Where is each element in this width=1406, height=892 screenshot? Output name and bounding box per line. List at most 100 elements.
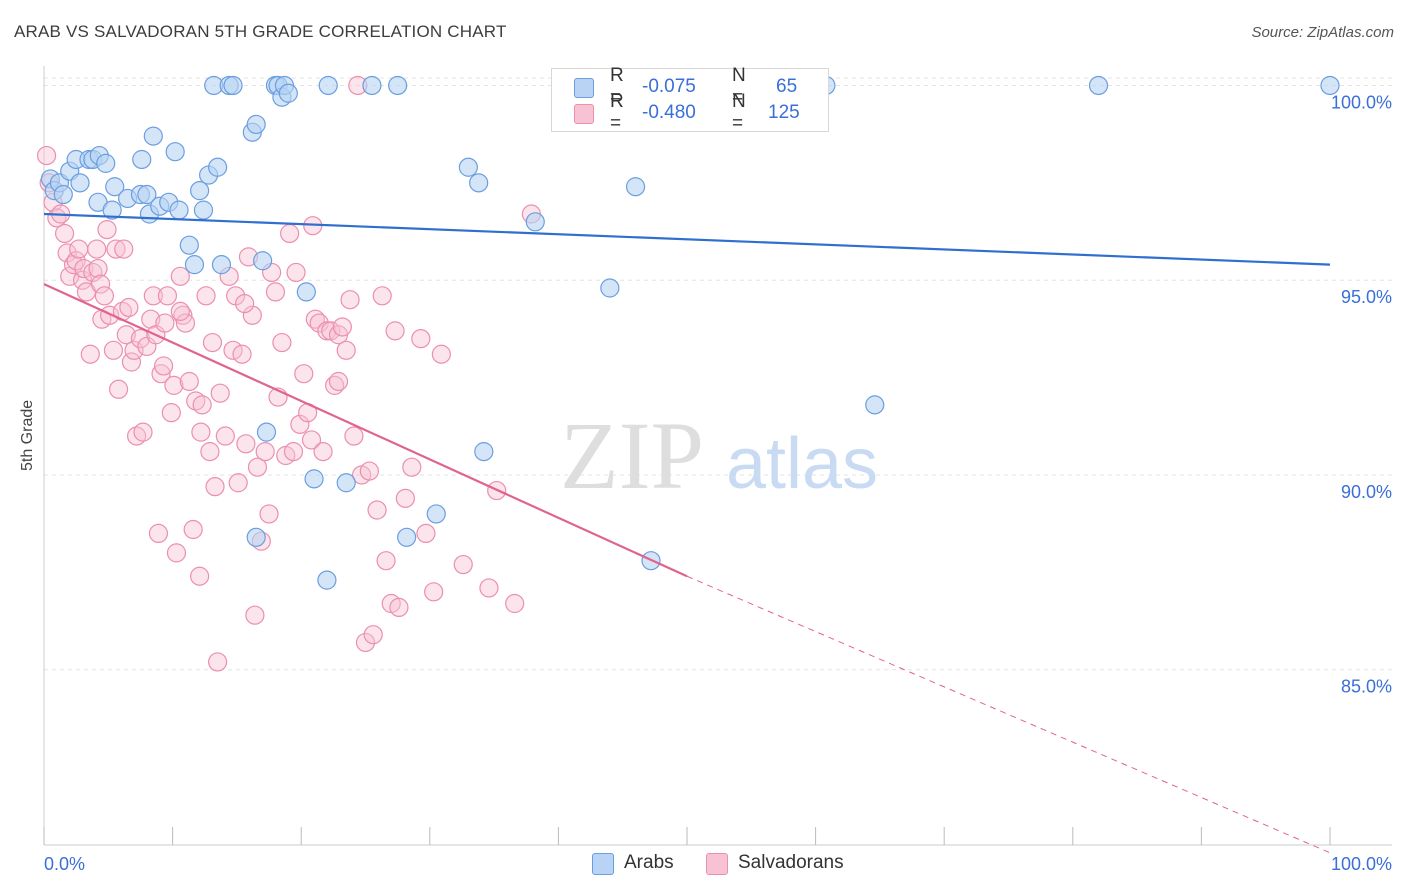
salvadorans-swatch bbox=[574, 104, 594, 124]
salvadoran-point bbox=[272, 332, 292, 353]
salvadoran-point bbox=[116, 325, 136, 345]
arab-point bbox=[304, 469, 324, 489]
arab-point bbox=[179, 235, 199, 255]
salvadoran-point bbox=[36, 145, 57, 166]
salvadoran-point bbox=[157, 286, 178, 306]
gridlines bbox=[44, 77, 1392, 671]
salvadoran-point bbox=[424, 582, 444, 602]
chart-source: Source: ZipAtlas.com bbox=[1251, 24, 1394, 41]
arab-point bbox=[469, 173, 489, 193]
salvadoran-point bbox=[170, 266, 190, 286]
salvadoran-point bbox=[133, 422, 153, 442]
bottom-legend-salvadorans-swatch bbox=[706, 853, 728, 875]
salvadoran-point bbox=[402, 457, 422, 477]
legend-n-label: N = bbox=[732, 65, 746, 108]
salvadoran-point bbox=[259, 504, 279, 524]
salvadoran-point bbox=[332, 317, 352, 337]
salvadoran-point bbox=[141, 309, 161, 329]
salvadoran-point bbox=[328, 371, 349, 392]
arab-point bbox=[137, 184, 157, 205]
arab-point bbox=[165, 142, 185, 162]
salvadorans-trend-line bbox=[43, 283, 688, 578]
salvadoran-point bbox=[200, 442, 220, 462]
salvadoran-point bbox=[340, 290, 360, 310]
legend-n-value: 65 bbox=[776, 76, 798, 97]
salvadoran-point bbox=[367, 500, 387, 520]
salvadoran-point bbox=[505, 593, 525, 614]
salvadoran-point bbox=[336, 340, 356, 360]
watermark-atlas: atlas bbox=[726, 424, 878, 504]
salvadoran-point bbox=[153, 356, 174, 376]
arab-point bbox=[246, 114, 266, 135]
salvadorans-points bbox=[36, 75, 541, 672]
trend-lines bbox=[43, 212, 1331, 854]
salvadoran-point bbox=[124, 340, 144, 360]
arab-point bbox=[184, 255, 205, 275]
arabs-points bbox=[40, 75, 1340, 590]
salvadoran-point bbox=[359, 461, 379, 481]
salvadoran-point bbox=[183, 519, 203, 540]
salvadorans-trend-extension bbox=[686, 575, 1331, 854]
salvadoran-point bbox=[301, 430, 322, 450]
tick-labels: 85.0% 90.0% 95.0% 100.0% 0.0% 100.0% bbox=[44, 92, 1392, 874]
arab-point bbox=[53, 184, 73, 205]
arab-point bbox=[102, 200, 122, 220]
salvadoran-point bbox=[247, 457, 268, 477]
arab-point bbox=[208, 157, 228, 177]
salvadoran-point bbox=[108, 379, 129, 399]
legend-r-value: -0.480 bbox=[642, 102, 696, 123]
chart-title: ARAB VS SALVADORAN 5TH GRADE CORRELATION… bbox=[14, 22, 507, 41]
salvadoran-point bbox=[155, 313, 175, 333]
salvadoran-point bbox=[87, 239, 107, 259]
salvadoran-point bbox=[385, 321, 405, 341]
salvadoran-point bbox=[69, 239, 89, 259]
arab-point bbox=[169, 200, 189, 220]
salvadoran-point bbox=[192, 395, 212, 415]
salvadoran-point bbox=[479, 578, 499, 598]
salvadoran-point bbox=[235, 293, 255, 314]
salvadoran-point bbox=[94, 286, 115, 306]
salvadoran-point bbox=[411, 329, 431, 349]
salvadoran-point bbox=[175, 313, 196, 333]
salvadoran-point bbox=[130, 329, 151, 349]
x-tick-label-min: 0.0% bbox=[44, 854, 85, 874]
salvadoran-point bbox=[151, 364, 171, 384]
salvadoran-point bbox=[164, 375, 184, 395]
arab-point bbox=[278, 83, 298, 103]
arab-point bbox=[458, 157, 478, 177]
salvadoran-point bbox=[106, 239, 126, 259]
arab-point bbox=[397, 527, 417, 547]
salvadoran-point bbox=[202, 332, 223, 353]
legend-n-label: N = bbox=[732, 91, 746, 134]
legend-n-value: 125 bbox=[768, 102, 800, 123]
arab-point bbox=[426, 504, 446, 524]
watermark: ZIP atlas bbox=[560, 402, 878, 509]
salvadoran-point bbox=[66, 251, 86, 271]
salvadoran-point bbox=[363, 625, 383, 645]
arab-point bbox=[525, 212, 545, 232]
y-tick-label: 90.0% bbox=[1341, 482, 1392, 502]
salvadoran-point bbox=[196, 286, 216, 306]
salvadoran-point bbox=[190, 566, 210, 586]
x-tick-label-max: 100.0% bbox=[1331, 854, 1392, 874]
salvadoran-point bbox=[121, 352, 142, 372]
salvadoran-point bbox=[143, 286, 163, 306]
arab-point bbox=[600, 278, 620, 298]
y-tick-label: 100.0% bbox=[1331, 92, 1392, 112]
arab-point bbox=[143, 126, 163, 146]
salvadoran-point bbox=[313, 442, 333, 462]
legend-r-label: R = bbox=[610, 91, 624, 134]
salvadoran-point bbox=[376, 551, 396, 571]
salvadoran-point bbox=[283, 442, 304, 462]
salvadoran-point bbox=[179, 371, 199, 392]
y-tick-label: 95.0% bbox=[1341, 287, 1392, 307]
arab-point bbox=[96, 153, 116, 173]
salvadoran-point bbox=[236, 434, 256, 454]
salvadoran-point bbox=[265, 282, 286, 302]
salvadoran-point bbox=[355, 632, 376, 653]
salvadoran-point bbox=[119, 297, 139, 318]
bottom-legend-salvadorans: Salvadorans bbox=[738, 852, 844, 873]
arab-point bbox=[625, 177, 646, 197]
salvadoran-point bbox=[205, 477, 225, 497]
